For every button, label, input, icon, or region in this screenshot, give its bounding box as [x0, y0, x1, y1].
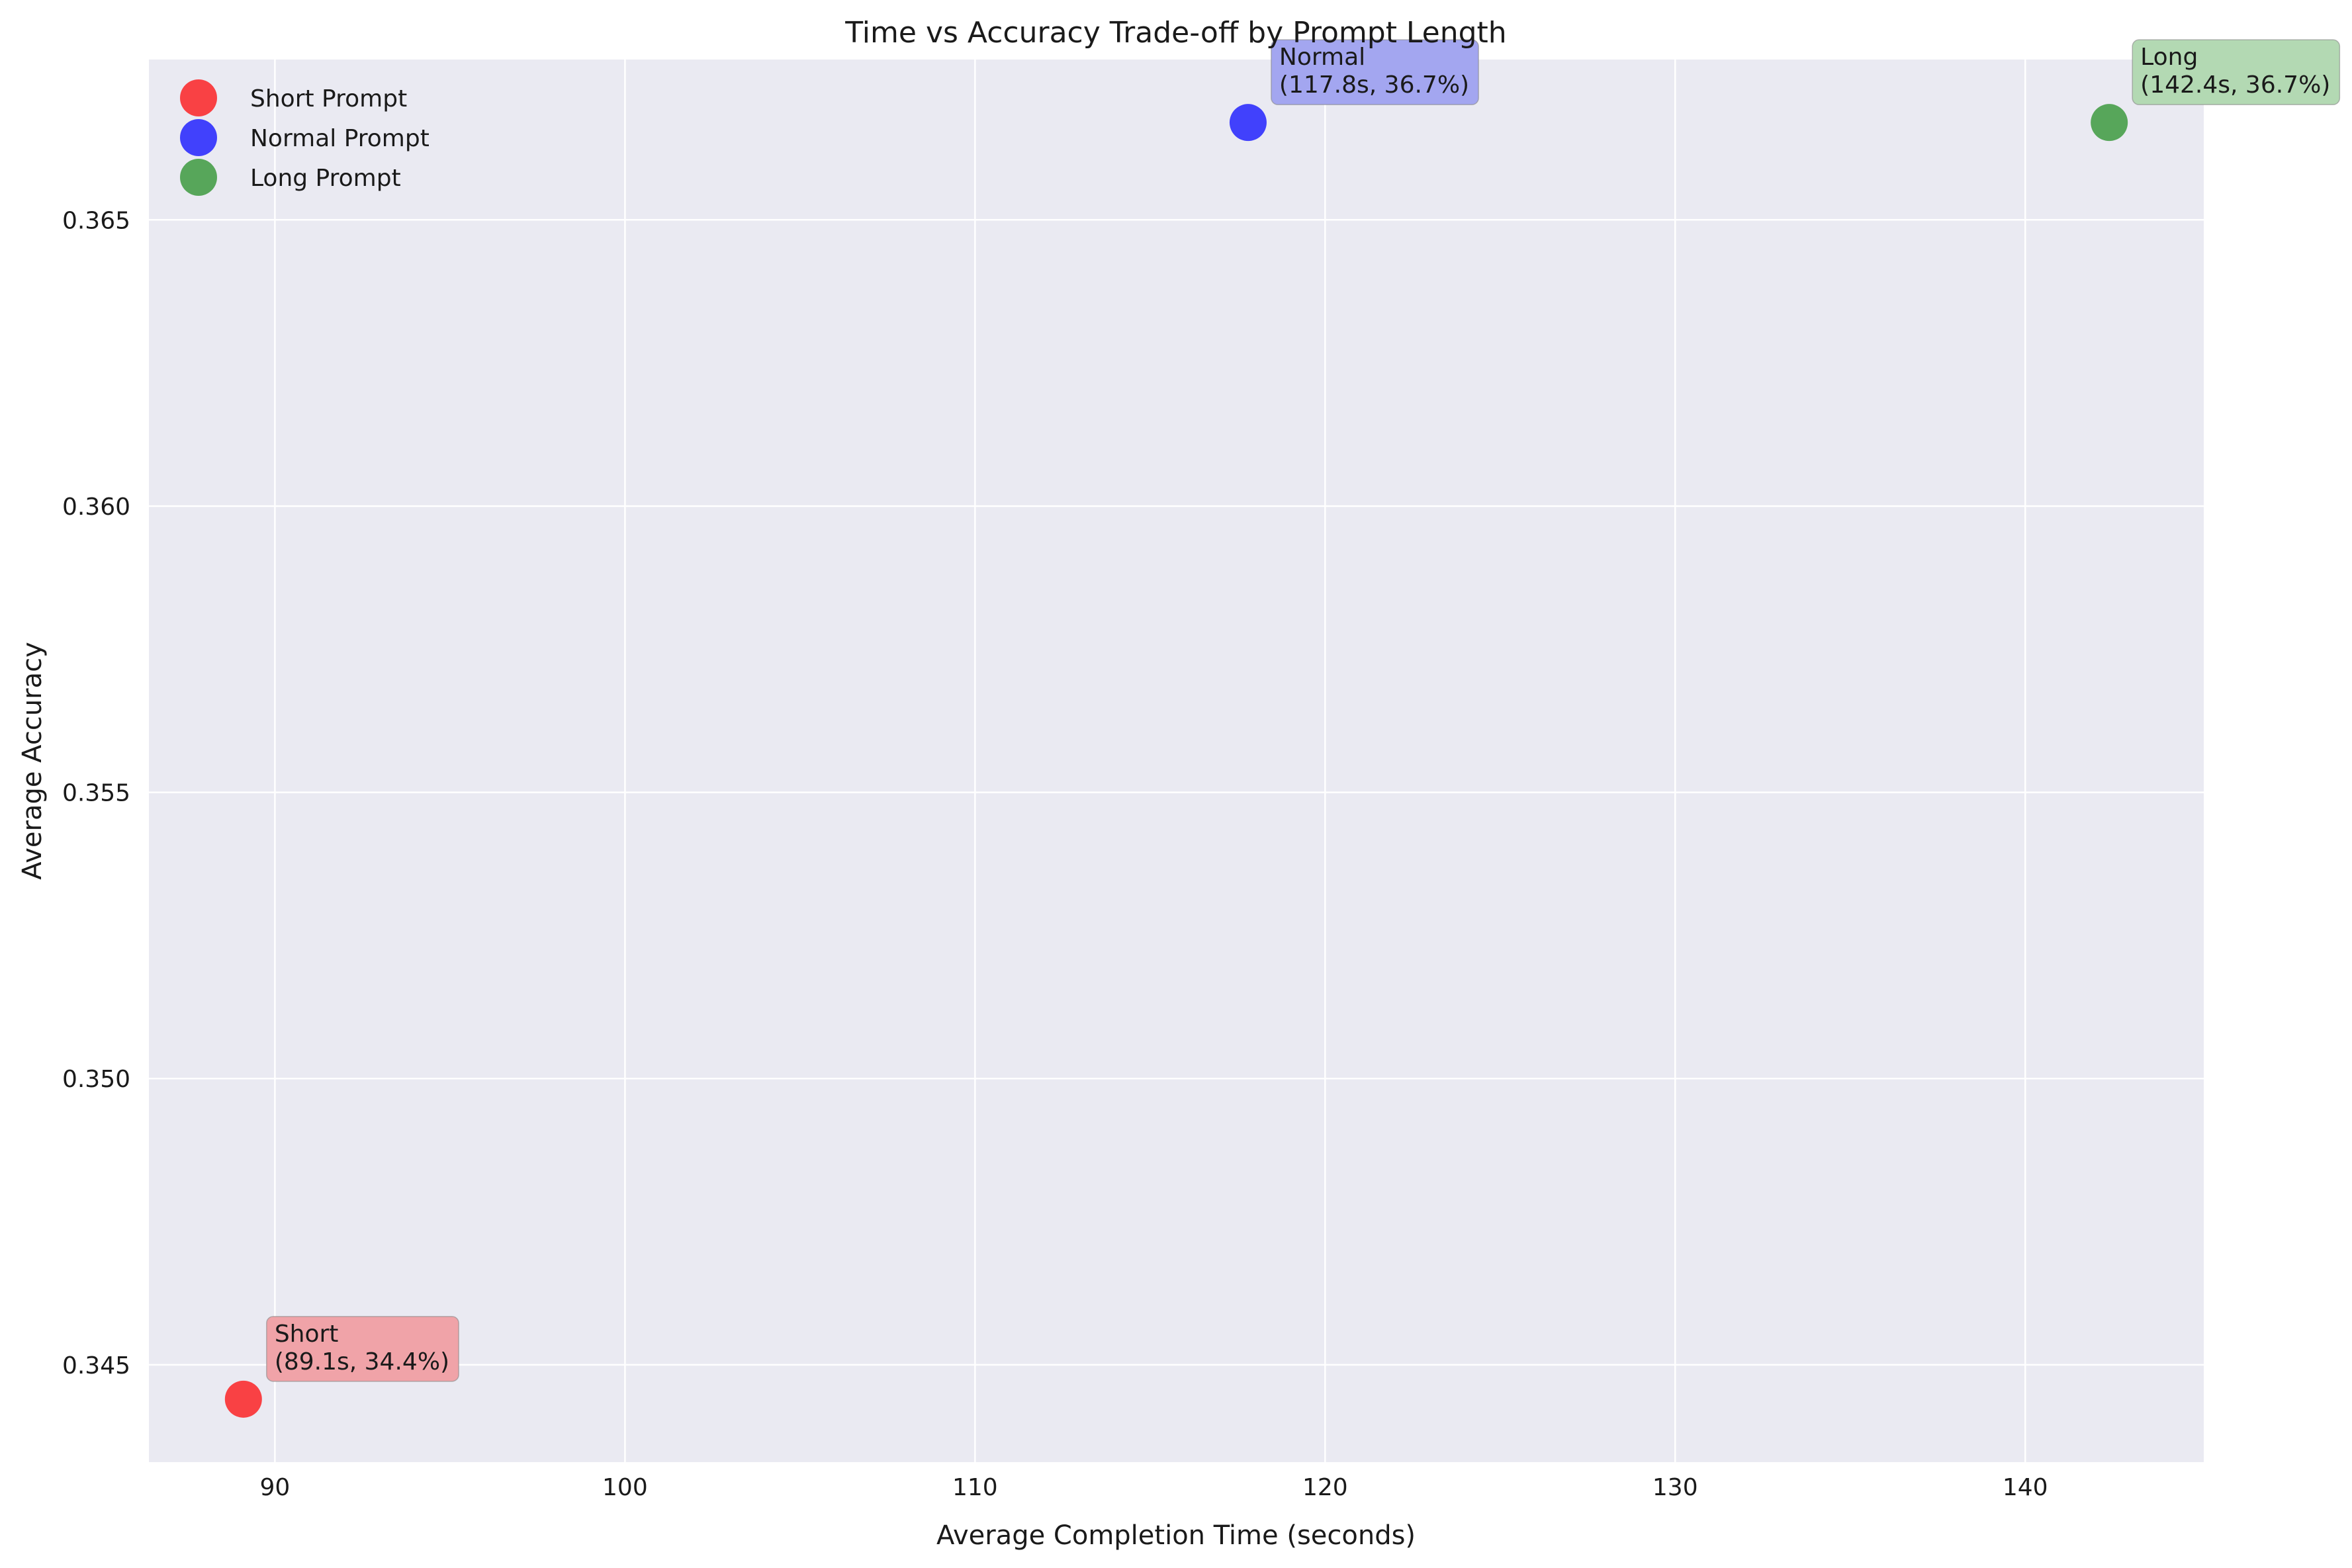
x-axis-ticks: 90 100 110 120 130 140	[260, 1474, 2048, 1501]
data-points	[224, 104, 2128, 1418]
annotation-box	[1271, 39, 1479, 105]
annotation-value: (142.4s, 36.7%)	[2140, 71, 2330, 99]
x-tick-label: 140	[2003, 1474, 2048, 1501]
data-point	[224, 1380, 262, 1418]
y-tick-label: 0.360	[62, 494, 130, 521]
legend-label: Normal Prompt	[250, 125, 430, 152]
legend: Short Prompt Normal Prompt Long Prompt	[180, 79, 430, 196]
y-axis-label: Average Accuracy	[17, 642, 48, 880]
x-axis-label: Average Completion Time (seconds)	[936, 1520, 1416, 1551]
x-tick-label: 100	[602, 1474, 648, 1501]
x-tick-label: 90	[260, 1474, 291, 1501]
plot-area	[149, 60, 2204, 1462]
x-tick-label: 130	[1652, 1474, 1698, 1501]
y-tick-label: 0.365	[62, 207, 130, 234]
data-point	[1229, 104, 1267, 142]
legend-marker	[180, 79, 217, 116]
annotation-value: (89.1s, 34.4%)	[275, 1348, 449, 1375]
y-tick-label: 0.350	[62, 1066, 130, 1093]
data-point	[2091, 104, 2128, 142]
grid-lines	[149, 60, 2204, 1462]
y-tick-label: 0.345	[62, 1352, 130, 1379]
y-axis-ticks: 0.345 0.350 0.355 0.360 0.365	[62, 207, 130, 1379]
legend-marker	[180, 119, 217, 156]
annotation-label: Short	[275, 1321, 339, 1348]
annotation-box	[266, 1316, 459, 1382]
legend-label: Short Prompt	[250, 85, 407, 112]
point-annotations: Short(89.1s, 34.4%) Normal(117.8s, 36.7%)…	[266, 39, 2341, 1382]
y-tick-label: 0.355	[62, 780, 130, 807]
x-tick-label: 110	[952, 1474, 998, 1501]
x-tick-label: 120	[1302, 1474, 1348, 1501]
legend-label: Long Prompt	[250, 165, 401, 192]
legend-marker	[180, 159, 217, 196]
annotation-label: Long	[2140, 44, 2198, 71]
annotation-value: (117.8s, 36.7%)	[1279, 71, 1469, 99]
annotation-label: Normal	[1279, 44, 1365, 71]
annotation-box	[2132, 39, 2341, 105]
chart-title: Time vs Accuracy Trade-off by Prompt Len…	[844, 16, 1506, 50]
